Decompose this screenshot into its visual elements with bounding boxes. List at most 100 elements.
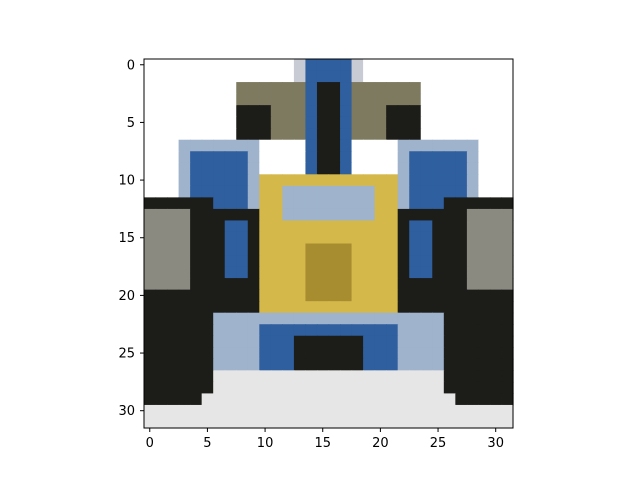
pixel: [443, 128, 456, 141]
pixel: [293, 139, 307, 152]
pixel: [328, 324, 341, 337]
pixel: [340, 324, 353, 337]
pixel: [167, 197, 180, 210]
pixel: [213, 381, 226, 395]
pixel: [167, 266, 180, 279]
pixel: [236, 116, 249, 129]
pixel: [386, 162, 399, 175]
pixel: [316, 105, 330, 118]
pixel: [293, 301, 307, 314]
pixel: [178, 266, 191, 279]
pixel: [443, 231, 456, 245]
pixel: [432, 174, 445, 187]
pixel: [328, 255, 341, 268]
pixel: [455, 347, 468, 360]
pixel: [190, 105, 203, 118]
pixel: [224, 393, 237, 406]
pixel: [305, 185, 318, 198]
pixel: [282, 220, 295, 233]
pixel: [178, 289, 191, 302]
pixel: [316, 381, 330, 395]
pixel: [501, 220, 514, 233]
pixel: [374, 151, 387, 164]
x-tick-label: 15: [314, 436, 331, 451]
pixel: [259, 404, 272, 418]
y-tick-label: 30: [118, 404, 135, 419]
pixel: [316, 82, 330, 95]
pixel: [213, 139, 226, 152]
pixel: [282, 197, 295, 210]
pixel: [201, 70, 214, 83]
pixel: [340, 59, 353, 72]
pixel: [420, 243, 433, 256]
pixel: [236, 370, 249, 383]
pixel: [489, 358, 503, 371]
pixel: [178, 231, 191, 245]
pixel: [190, 393, 203, 406]
pixel: [155, 208, 168, 222]
pixel: [190, 416, 203, 429]
pixel: [224, 266, 237, 279]
pixel: [270, 197, 283, 210]
pixel: [178, 116, 191, 129]
pixel: [167, 301, 180, 314]
pixel: [466, 255, 480, 268]
pixel: [443, 70, 456, 83]
pixel: [409, 255, 422, 268]
pixel: [236, 59, 249, 72]
pixel: [443, 404, 456, 418]
pixel: [144, 370, 157, 383]
pixel: [247, 255, 260, 268]
pixel: [420, 358, 433, 371]
pixel: [144, 347, 157, 360]
pixel: [328, 358, 341, 371]
pixel: [259, 324, 272, 337]
pixel: [351, 151, 364, 164]
pixel: [224, 70, 237, 83]
pixel: [455, 289, 468, 302]
pixel: [178, 93, 191, 106]
pixel: [201, 128, 214, 141]
pixel: [386, 381, 399, 395]
pixel: [363, 278, 376, 291]
pixel: [259, 301, 272, 314]
pixel: [374, 82, 387, 95]
pixel: [178, 128, 191, 141]
pixel: [455, 151, 468, 164]
pixel: [340, 93, 353, 106]
pixel: [443, 312, 456, 325]
pixel: [466, 139, 480, 152]
pixel: [144, 197, 157, 210]
pixel: [409, 93, 422, 106]
pixel: [282, 93, 295, 106]
pixel: [178, 381, 191, 395]
pixel: [363, 220, 376, 233]
pixel: [178, 393, 191, 406]
pixel: [270, 393, 283, 406]
pixel: [282, 393, 295, 406]
pixel: [409, 358, 422, 371]
pixel: [386, 266, 399, 279]
pixel: [466, 231, 480, 245]
pixel: [489, 93, 503, 106]
pixel: [409, 197, 422, 210]
pixel: [501, 324, 514, 337]
pixel: [386, 347, 399, 360]
pixel: [282, 174, 295, 187]
pixel: [167, 82, 180, 95]
pixel: [478, 393, 491, 406]
pixel: [224, 312, 237, 325]
pixel: [247, 381, 260, 395]
pixel: [443, 243, 456, 256]
pixel: [351, 324, 364, 337]
pixel: [443, 162, 456, 175]
pixel: [167, 162, 180, 175]
pixel: [316, 416, 330, 429]
pixel: [455, 128, 468, 141]
pixel: [420, 174, 433, 187]
pixel: [397, 162, 410, 175]
pixel: [270, 243, 283, 256]
pixel: [201, 381, 214, 395]
pixel: [201, 335, 214, 348]
pixel: [443, 393, 456, 406]
